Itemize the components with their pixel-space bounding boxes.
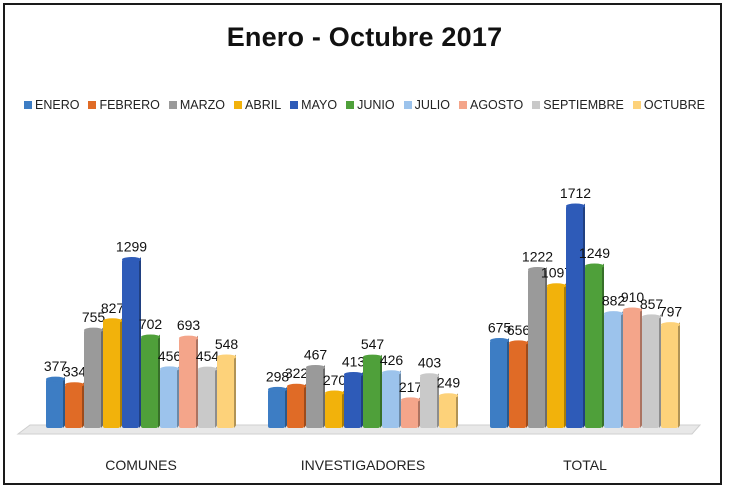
data-label: 334: [63, 364, 87, 380]
bar: [65, 382, 84, 428]
legend-item: ABRIL: [234, 98, 281, 112]
bar: [141, 334, 160, 428]
chart-title: Enero - Octubre 2017: [226, 22, 503, 52]
legend-label: FEBRERO: [99, 98, 160, 112]
legend-item: MARZO: [168, 98, 226, 112]
data-label: 456: [158, 348, 182, 364]
chart-legend: ENERO FEBRERO MARZO ABRIL MAYO JUNIO JULIO AGOS…: [24, 98, 714, 112]
legend-label: AGOSTO: [470, 98, 524, 112]
bar: [287, 383, 306, 428]
bar: [217, 354, 236, 428]
data-label: 656: [507, 322, 531, 338]
data-label: 675: [488, 319, 512, 335]
data-label: 882: [602, 293, 626, 309]
data-label: 1097: [541, 265, 572, 281]
legend-label: ENERO: [35, 98, 80, 112]
bar: [122, 257, 141, 428]
bar: [661, 322, 680, 428]
data-label: 1222: [522, 249, 553, 265]
data-label: 857: [640, 296, 664, 312]
bar: [439, 393, 458, 428]
bar: [509, 340, 528, 428]
data-label: 755: [82, 309, 106, 325]
legend-swatch: [24, 101, 32, 109]
data-label: 377: [44, 358, 68, 374]
bar: [46, 376, 65, 428]
data-label: 454: [196, 348, 220, 364]
data-label: 426: [380, 352, 404, 368]
bar: [604, 311, 623, 428]
bar: [268, 386, 287, 428]
bar: [325, 390, 344, 428]
data-label: 693: [177, 317, 201, 333]
bar: [566, 203, 585, 428]
data-label: 1249: [579, 245, 610, 261]
legend-item: AGOSTO: [459, 98, 523, 112]
legend-swatch: [234, 101, 243, 109]
bar: [585, 263, 604, 428]
legend-item: MAYO: [290, 98, 337, 112]
data-label: 322: [285, 365, 309, 381]
legend-item: JULIO: [403, 98, 450, 112]
legend-item: SEPTIEMBRE: [532, 98, 624, 112]
bar: [363, 354, 382, 428]
data-label: 217: [399, 379, 423, 395]
bar: [84, 327, 103, 428]
data-label: 827: [101, 300, 125, 316]
category-label: TOTAL: [563, 457, 607, 473]
data-label: 467: [304, 346, 328, 362]
bar: [420, 373, 439, 428]
bar: [401, 397, 420, 428]
bar: [642, 314, 661, 428]
bar: [623, 307, 642, 428]
legend-item: OCTUBRE: [632, 98, 705, 112]
legend-swatch: [632, 101, 641, 109]
legend-swatch: [459, 101, 467, 109]
legend-label: OCTUBRE: [643, 98, 705, 112]
bar: [382, 370, 401, 428]
data-label: 403: [418, 355, 442, 371]
category-label: INVESTIGADORES: [301, 457, 425, 473]
legend-swatch: [403, 101, 412, 109]
legend-label: ABRIL: [245, 98, 282, 112]
legend-swatch: [532, 101, 541, 109]
category-label: COMUNES: [105, 457, 177, 473]
bar: [547, 283, 566, 428]
data-label: 1299: [116, 239, 147, 255]
bar: [306, 364, 325, 428]
legend-label: MARZO: [179, 98, 226, 112]
legend-item: FEBRERO: [88, 98, 160, 112]
legend-item: JUNIO: [346, 98, 395, 112]
legend-label: MAYO: [301, 98, 338, 112]
legend-label: SEPTIEMBRE: [543, 98, 624, 112]
bar: [103, 318, 122, 428]
data-label: 413: [342, 353, 366, 369]
bar: [528, 267, 547, 428]
legend-swatch: [290, 101, 299, 109]
data-label: 910: [621, 289, 645, 305]
legend-item: ENERO: [24, 98, 79, 112]
legend-label: JUNIO: [357, 98, 395, 112]
data-label: 702: [139, 316, 163, 332]
bar: [490, 337, 509, 428]
legend-swatch: [168, 101, 177, 109]
data-label: 298: [266, 368, 290, 384]
bar: [179, 335, 198, 428]
data-label: 249: [437, 375, 461, 391]
legend-swatch: [346, 101, 355, 109]
bar: [344, 371, 363, 428]
legend-swatch: [88, 101, 97, 109]
data-label: 270: [323, 372, 347, 388]
legend-label: JULIO: [414, 98, 450, 112]
data-label: 1712: [560, 185, 591, 201]
data-label: 547: [361, 336, 385, 352]
bar: [198, 366, 217, 428]
data-label: 548: [215, 336, 239, 352]
data-label: 797: [659, 304, 683, 320]
bar: [160, 366, 179, 428]
